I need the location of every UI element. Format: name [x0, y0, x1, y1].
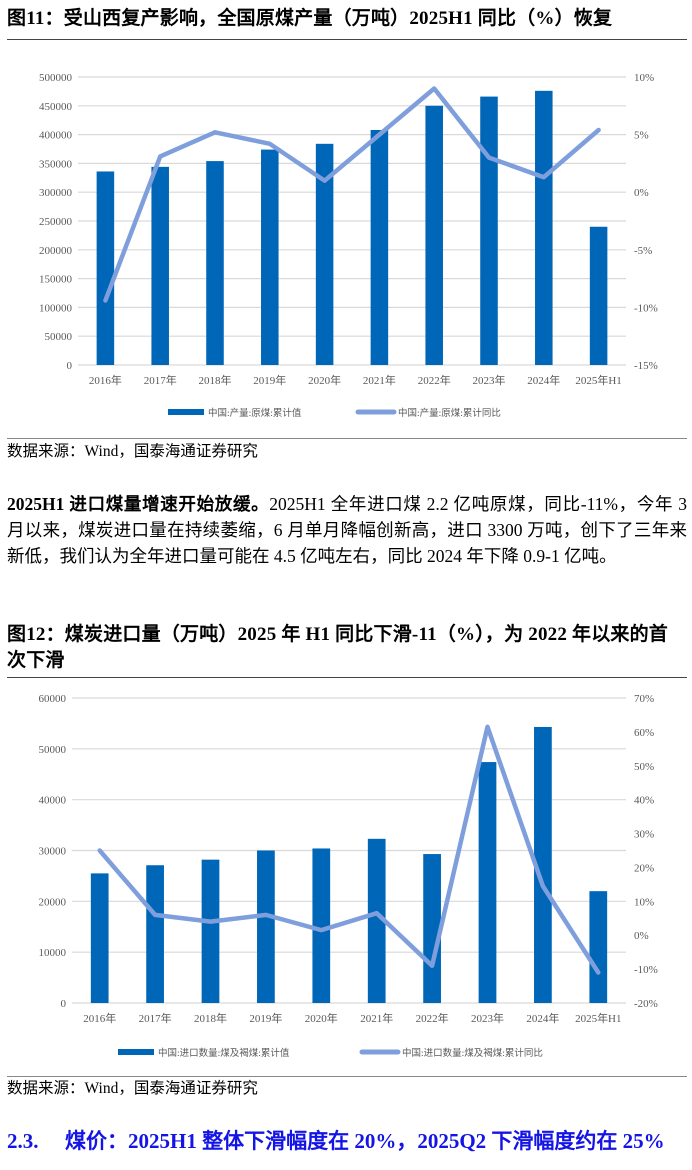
bar — [370, 129, 389, 365]
bar — [206, 161, 224, 365]
bar — [534, 726, 552, 1003]
x-axis-tick: 2016年 — [89, 373, 122, 387]
bar — [425, 105, 443, 366]
bar — [90, 873, 109, 1003]
x-axis-tick: 2024年 — [527, 373, 560, 387]
x-axis-tick: 2023年 — [473, 373, 506, 387]
x-axis-tick: 2020年 — [305, 1011, 338, 1025]
bar — [535, 90, 553, 365]
figure-11-title-rule — [7, 39, 687, 40]
x-axis-tick: 2021年 — [363, 373, 396, 387]
legend-bar-swatch — [168, 409, 204, 415]
figure-12-source: 数据来源：Wind，国泰海通证券研究 — [7, 1080, 258, 1097]
x-axis-tick: 2022年 — [416, 1011, 449, 1025]
coal-production-chart: 0 50000 100000 150000 200000 250000 300000 3500… — [39, 72, 658, 419]
yoy-line — [103, 86, 601, 303]
legend-bar-label: 中国:进口数量:煤及褐煤:累计值 — [158, 1047, 290, 1059]
x-axis-tick: 2016年 — [83, 1011, 116, 1025]
right-axis-tick: -10% — [634, 302, 658, 314]
right-axis-tick: 5% — [634, 130, 649, 142]
right-axis-tick: 10% — [634, 72, 654, 84]
left-axis-tick: 10000 — [39, 947, 67, 959]
right-axis-tick: -15% — [634, 360, 658, 372]
left-axis-tick: 60000 — [39, 693, 67, 705]
right-axis-tick: 60% — [634, 727, 654, 739]
right-axis-tick: 30% — [634, 829, 654, 841]
bar — [480, 96, 498, 366]
bar — [589, 226, 608, 365]
left-axis-tick: 100000 — [39, 302, 73, 314]
figure-12-title-rule — [7, 677, 687, 678]
x-axis-tick: 2021年 — [360, 1011, 393, 1025]
yoy-line — [97, 724, 601, 975]
bar — [96, 171, 115, 365]
paragraph-body: 2025H1 全年进口煤 2.2 亿吨原煤，同比-11%，今年 3 月以来，煤炭… — [7, 494, 687, 566]
bar — [312, 848, 331, 1003]
legend-bar-label: 中国:产量:原煤:累计值 — [208, 407, 302, 419]
x-axis-tick: 2025年H1 — [575, 1011, 621, 1025]
paragraph-lead: 2025H1 进口煤量增速开始放缓。 — [7, 494, 270, 514]
x-axis-tick: 2025年H1 — [575, 373, 621, 387]
x-axis-tick: 2019年 — [253, 373, 286, 387]
x-axis-tick: 2023年 — [471, 1011, 504, 1025]
left-axis-tick: 500000 — [39, 72, 73, 84]
x-axis-tick: 2019年 — [249, 1011, 282, 1025]
legend-line-label: 中国:产量:原煤:累计同比 — [398, 407, 501, 419]
left-axis-tick: 200000 — [39, 245, 73, 257]
legend-line-label: 中国:进口数量:煤及褐煤:累计同比 — [402, 1047, 543, 1059]
section-title: 煤价：2025H1 整体下滑幅度在 20%，2025Q2 下滑幅度约在 25% — [65, 1129, 665, 1153]
right-axis-tick: 20% — [634, 862, 654, 874]
left-axis-tick: 450000 — [39, 101, 73, 113]
bar — [478, 762, 497, 1003]
right-axis-tick: 10% — [634, 896, 654, 908]
left-axis-tick: 40000 — [39, 795, 67, 807]
x-axis-tick: 2020年 — [308, 373, 341, 387]
left-axis-tick: 250000 — [39, 216, 73, 228]
x-axis-tick: 2018年 — [199, 373, 232, 387]
section-number: 2.3. — [7, 1129, 39, 1153]
x-axis-tick: 2024年 — [526, 1011, 559, 1025]
left-axis-tick: 20000 — [39, 896, 67, 908]
x-axis-tick: 2018年 — [194, 1011, 227, 1025]
figure-12-title: 图12：煤炭进口量（万吨）2025 年 H1 同比下滑-11（%），为 2022… — [7, 624, 669, 671]
bar — [315, 143, 334, 365]
left-axis-tick: 150000 — [39, 274, 73, 286]
bar — [257, 850, 275, 1003]
left-axis-tick: 300000 — [39, 187, 73, 199]
right-axis-tick: 50% — [634, 761, 654, 773]
bar — [201, 859, 220, 1003]
right-axis-tick: 0% — [634, 930, 649, 942]
coal-import-chart: 0 10000 20000 30000 40000 50000 60000 -20% -10% 0… — [39, 693, 658, 1059]
figure-11-title: 图11：受山西复产影响，全国原煤产量（万吨）2025H1 同比（%）恢复 — [7, 8, 613, 29]
left-axis-tick: 0 — [67, 360, 73, 372]
bar — [367, 838, 386, 1003]
x-axis-tick: 2017年 — [144, 373, 177, 387]
right-axis-tick: 70% — [634, 693, 654, 705]
left-axis-tick: 30000 — [39, 846, 67, 858]
right-axis-tick: 40% — [634, 795, 654, 807]
left-axis-tick: 0 — [61, 998, 67, 1010]
right-axis-tick: -5% — [634, 245, 652, 257]
left-axis-tick: 50000 — [45, 331, 73, 343]
import-paragraph: 2025H1 进口煤量增速开始放缓。2025H1 全年进口煤 2.2 亿吨原煤，… — [7, 491, 687, 569]
left-axis-tick: 350000 — [39, 158, 73, 170]
x-axis-tick: 2017年 — [139, 1011, 172, 1025]
bar — [261, 149, 279, 365]
legend-bar-swatch — [118, 1049, 154, 1055]
bar — [423, 854, 441, 1003]
section-heading: 2.3. 煤价：2025H1 整体下滑幅度在 20%，2025Q2 下滑幅度约在 … — [7, 1126, 687, 1156]
figure-12-bottom-rule — [7, 1076, 687, 1077]
bar — [589, 891, 608, 1003]
bar — [151, 166, 169, 365]
right-axis-tick: -20% — [634, 998, 658, 1010]
bar — [146, 865, 164, 1003]
right-axis-tick: 0% — [634, 187, 649, 199]
figure-11-source: 数据来源：Wind，国泰海通证券研究 — [7, 443, 258, 460]
left-axis-tick: 400000 — [39, 130, 73, 142]
left-axis-tick: 50000 — [39, 744, 67, 756]
x-axis-tick: 2022年 — [418, 373, 451, 387]
figure-11-bottom-rule — [7, 438, 687, 439]
right-axis-tick: -10% — [634, 964, 658, 976]
